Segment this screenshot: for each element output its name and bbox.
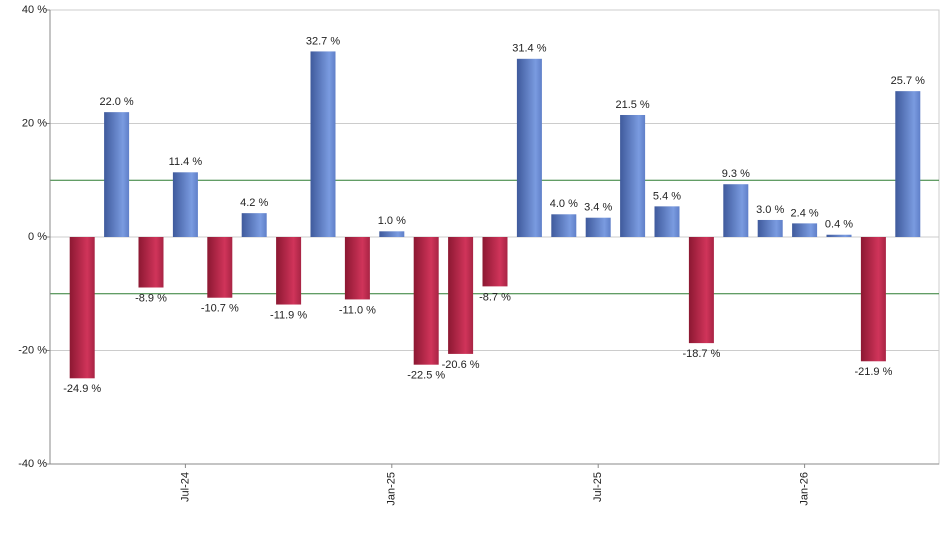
value-label: -11.0 %: [339, 304, 376, 316]
bar: [69, 237, 95, 379]
value-label: -24.9 %: [63, 383, 101, 395]
bar: [860, 237, 886, 362]
value-label: 0.4 %: [825, 219, 853, 231]
bar: [138, 237, 164, 288]
bar: [585, 217, 611, 237]
value-label: -18.7 %: [682, 348, 720, 360]
bar: [344, 237, 370, 300]
bar: [448, 237, 474, 354]
bar: [792, 223, 818, 237]
bar: [654, 206, 680, 237]
bar: [172, 172, 198, 237]
bar: [620, 114, 646, 237]
bar: [241, 213, 267, 237]
value-label: 21.5 %: [615, 99, 649, 111]
value-label: -10.7 %: [201, 303, 239, 315]
value-label: -22.5 %: [407, 370, 445, 382]
value-label: 31.4 %: [512, 43, 546, 55]
x-tick-label: Jan-25: [386, 472, 398, 506]
value-label: -20.6 %: [442, 359, 480, 371]
value-label: 5.4 %: [653, 190, 681, 202]
value-label: 32.7 %: [306, 35, 340, 47]
value-label: -11.9 %: [270, 309, 307, 321]
bar: [757, 219, 783, 237]
y-tick-label: -40 %: [18, 458, 47, 470]
bar: [276, 237, 302, 305]
x-tick-label: Jul-24: [179, 472, 191, 502]
x-tick-label: Jan-26: [799, 472, 811, 506]
value-label: -8.9 %: [135, 292, 167, 304]
value-label: 1.0 %: [378, 215, 406, 227]
bar: [723, 184, 749, 237]
value-label: 22.0 %: [99, 96, 133, 108]
value-label: 11.4 %: [169, 156, 203, 168]
value-label: -21.9 %: [854, 366, 892, 378]
value-label: 25.7 %: [891, 75, 925, 87]
value-label: -8.7 %: [479, 291, 511, 303]
value-label: 3.4 %: [584, 202, 612, 214]
value-label: 4.2 %: [240, 197, 268, 209]
x-tick-label: Jul-25: [592, 472, 604, 502]
bar: [826, 234, 852, 237]
bar: [551, 214, 577, 237]
bar: [895, 91, 921, 237]
y-tick-label: 40 %: [22, 4, 47, 16]
bar: [207, 237, 233, 298]
bar: [104, 112, 130, 237]
bar: [413, 237, 439, 365]
bar: [516, 58, 542, 238]
value-label: 9.3 %: [722, 168, 750, 180]
bar: [310, 51, 336, 237]
bar: [379, 231, 405, 237]
value-label: 3.0 %: [756, 204, 784, 216]
y-tick-label: 20 %: [22, 117, 47, 129]
y-tick-label: 0 %: [28, 231, 47, 243]
value-label: 4.0 %: [550, 198, 578, 210]
value-label: 2.4 %: [791, 207, 819, 219]
bar: [688, 237, 714, 344]
y-tick-label: -20 %: [18, 344, 47, 356]
bar: [482, 237, 508, 287]
